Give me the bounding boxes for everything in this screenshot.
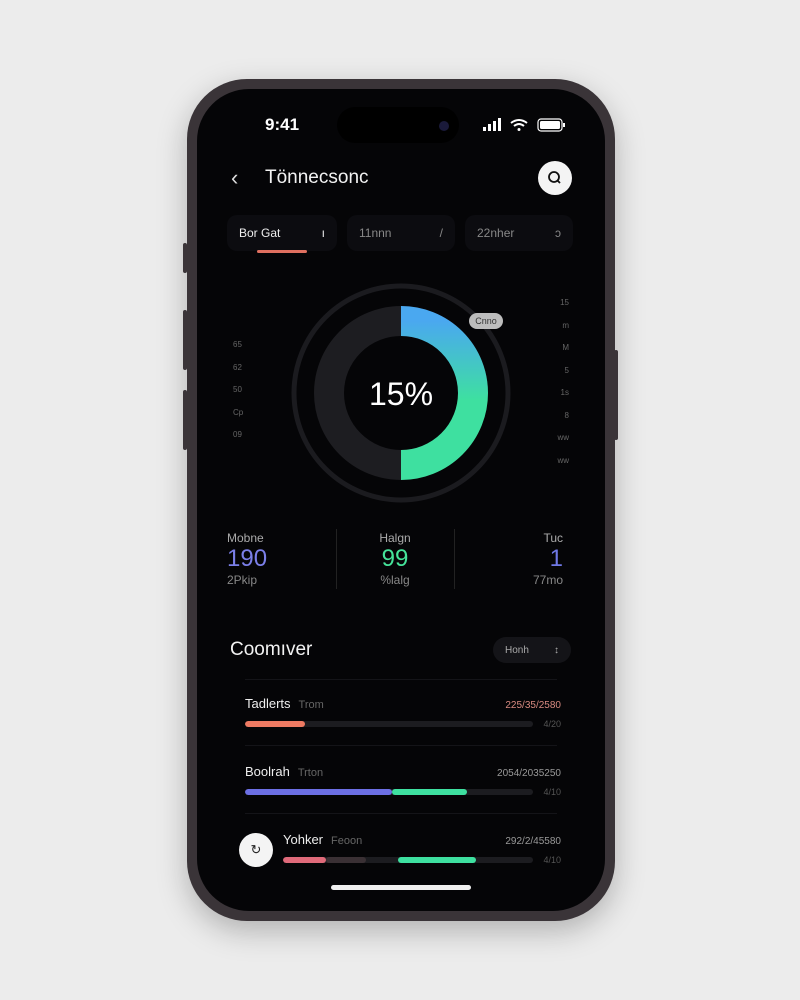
tab-1[interactable]: 11nnn / [347,215,455,251]
tab-label: 22nher [477,226,515,240]
row-value: 2054/2035250 [497,768,561,779]
stat-sub: 77mo [532,573,563,587]
volume-down-button [183,390,187,450]
tab-label: 11nnn [359,226,392,240]
stat-card: Mobne 190 2Pkip [227,531,327,587]
tick: 1s [560,388,569,397]
divider [245,679,557,680]
filter-label: Honh [505,644,529,656]
stat-sub: %lalg [380,573,410,587]
section-title: Coomıver [230,639,313,660]
tick: 8 [564,410,569,420]
stat-card: Halgn 99 %lalg [345,531,445,587]
stat-label: Halgn [379,531,411,545]
stat-value: 1 [549,545,563,572]
row-value: 292/2/45580 [505,836,561,847]
tab-suffix: ɔ [555,226,561,240]
row-name: Boolrah [245,764,290,779]
tab-label: Bor Gat [239,226,281,240]
row-sub: Trton [297,767,324,779]
tick: M [562,343,569,352]
divider [453,529,455,589]
tab-suffix: / [439,226,443,240]
list-item[interactable]: Yohker Feoon 292/2/45580 4/10 [283,831,561,865]
signal-icon [483,118,501,131]
refresh-icon[interactable]: ↻ [239,833,273,867]
tick: 15 [560,298,569,307]
progress-bar [283,857,533,863]
row-percent: 4/10 [543,855,561,865]
screen: 9:41 ‹ Tönnecsonc Bor Gat ı 11nnn / 22nher… [197,89,605,911]
stat-value: 190 [227,545,268,572]
tab-0[interactable]: Bor Gat ı [227,215,337,251]
tick: ww [557,433,569,442]
gauge-value: 15% [368,376,434,412]
gauge-outer-ring [291,283,511,503]
dynamic-island [337,107,459,143]
stats-row: Mobne 190 2Pkip Halgn 99 %lalg Tuc 1 77m… [227,529,573,589]
tick: m [562,320,569,330]
stat-label: Tuc [543,531,563,545]
row-sub: Trom [298,699,324,711]
progress-segment [391,789,467,795]
chevron-updown-icon: ↕ [554,644,559,656]
list-item[interactable]: Tadlerts Trom 225/35/2580 4/20 [245,695,561,729]
gauge-arc [400,306,488,480]
gauge-badge: Cnno [469,313,503,329]
list-item[interactable]: Boolrah Trton 2054/2035250 4/10 [245,763,561,797]
stat-label: Mobne [227,531,264,545]
row-percent: 4/20 [543,719,561,729]
status-time: 9:41 [265,115,300,134]
tick: ww [557,455,569,465]
stat-value: 99 [381,545,409,572]
power-button [614,350,618,440]
progress-segment [245,721,306,727]
row-name: Tadlerts [245,696,291,711]
filter-dropdown[interactable]: Honh ↕ [493,637,571,663]
stat-sub: 2Pkip [227,573,258,587]
search-icon [548,171,561,184]
home-indicator [331,885,471,890]
row-sub: Feoon [331,835,363,847]
row-value: 225/35/2580 [505,700,561,711]
row-percent: 4/10 [543,787,561,797]
tick: 5 [564,365,569,375]
status-icons [483,118,565,132]
progress-gauge [291,283,511,503]
progress-segment [283,857,326,863]
row-name: Yohker [283,832,323,847]
tick: 65 [233,340,242,349]
progress-bar [245,789,533,795]
tick: 50 [233,385,242,394]
search-button[interactable] [538,161,572,195]
active-tab-indicator [257,250,307,253]
progress-segment [245,789,392,795]
battery-icon [537,118,565,132]
left-axis-ticks: 65 62 50 Cp 09 [233,334,243,447]
progress-segment [398,857,476,863]
stat-card: Tuc 1 77mo [463,531,573,587]
page-title: Tönnecsonc [265,167,369,188]
wifi-icon [510,119,528,131]
progress-bar [245,721,533,727]
right-axis-ticks: 15 m M 5 1s 8 ww ww [547,292,569,472]
divider [245,813,557,814]
chevron-left-icon[interactable]: ‹ [231,165,239,190]
divider [245,745,557,746]
tick: Cp [233,407,244,417]
tab-2[interactable]: 22nher ɔ [465,215,573,251]
divider [335,529,337,589]
camera [439,121,449,131]
progress-segment [325,857,366,863]
volume-up-button [183,310,187,370]
tick: 09 [233,430,242,439]
tab-suffix: ı [321,226,325,240]
action-button [183,243,187,273]
tick: 62 [233,362,242,372]
